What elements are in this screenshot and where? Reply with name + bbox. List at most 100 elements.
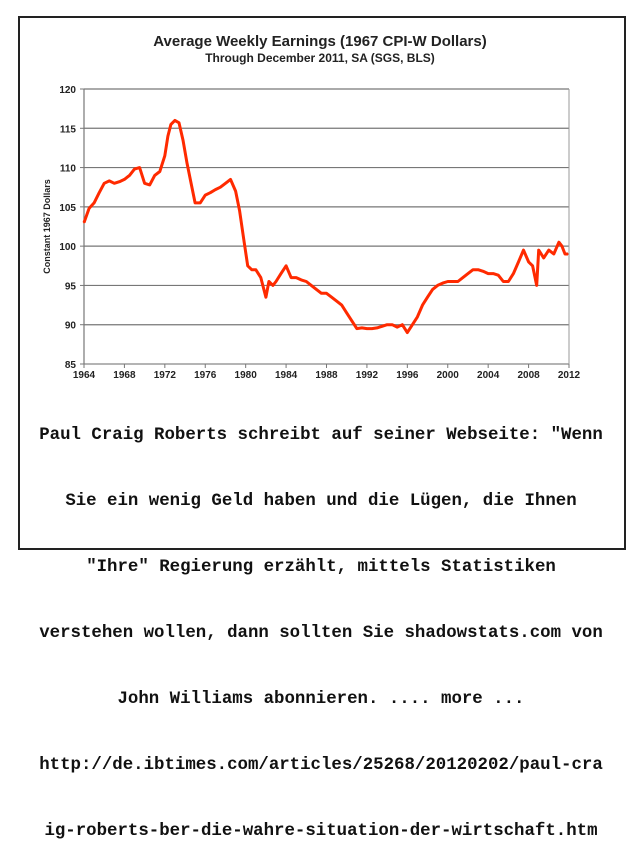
- y-tick-label: 95: [65, 281, 77, 292]
- data-point: [436, 284, 439, 287]
- data-point: [128, 174, 131, 177]
- data-point: [431, 288, 434, 291]
- x-tick-label: 1996: [396, 370, 419, 381]
- x-tick-label: 1980: [235, 370, 258, 381]
- data-point: [325, 292, 328, 295]
- x-tick-label: 2008: [517, 370, 540, 381]
- data-point: [103, 182, 106, 185]
- data-point: [462, 276, 464, 279]
- data-point: [527, 261, 530, 263]
- data-point: [300, 279, 303, 281]
- data-point: [315, 288, 318, 291]
- data-point: [246, 264, 249, 267]
- data-point: [174, 119, 176, 122]
- data-point: [280, 272, 282, 275]
- data-point: [416, 316, 419, 318]
- data-point: [268, 280, 270, 283]
- data-point: [178, 121, 180, 124]
- data-point: [242, 237, 245, 240]
- data-point: [531, 264, 534, 267]
- data-point: [153, 174, 156, 177]
- data-point: [305, 280, 308, 283]
- data-point: [421, 304, 424, 306]
- data-point: [371, 327, 373, 330]
- data-point: [477, 268, 479, 271]
- caption-line: "Ihre" Regierung erzählt, mittels Statis…: [86, 558, 556, 577]
- data-point: [366, 327, 368, 330]
- data-point: [553, 253, 555, 255]
- data-point: [229, 178, 232, 181]
- x-tick-label: 1984: [275, 370, 298, 381]
- data-point: [472, 268, 474, 271]
- y-tick-label: 100: [59, 242, 76, 253]
- data-point: [265, 296, 267, 299]
- data-point: [391, 323, 393, 326]
- caption-text: Paul Craig Roberts schreibt auf seiner W…: [20, 381, 622, 865]
- data-point: [567, 253, 569, 255]
- data-point: [88, 207, 90, 210]
- data-point: [411, 323, 414, 326]
- y-tick-label: 105: [59, 203, 76, 214]
- data-point: [219, 186, 222, 189]
- x-tick-label: 2000: [437, 370, 460, 381]
- data-point: [250, 268, 253, 271]
- y-tick-label: 85: [65, 360, 77, 371]
- data-point: [356, 327, 358, 330]
- data-point: [254, 268, 257, 271]
- data-point: [209, 191, 212, 194]
- caption-link[interactable]: ig-roberts-ber-die-wahre-situation-der-w…: [44, 822, 598, 841]
- data-point: [376, 327, 378, 329]
- x-tick-label: 1976: [194, 370, 217, 381]
- y-tick-label: 110: [60, 164, 77, 175]
- x-tick-label: 1972: [154, 370, 177, 381]
- data-point: [98, 191, 100, 194]
- data-point: [272, 284, 274, 287]
- x-tick-label: 2012: [558, 370, 581, 381]
- x-tick-label: 1992: [356, 370, 379, 381]
- data-point: [350, 319, 353, 322]
- data-point: [199, 202, 201, 204]
- data-point: [361, 327, 363, 329]
- chart-title: Average Weekly Earnings (1967 CPI-W Doll…: [153, 33, 487, 50]
- data-point: [190, 182, 192, 185]
- data-point: [537, 249, 540, 251]
- data-point: [386, 323, 388, 326]
- data-point: [497, 274, 500, 277]
- data-point: [224, 182, 227, 185]
- caption-line: Sie ein wenig Geld haben und die Lügen, …: [65, 492, 577, 511]
- y-tick-label: 115: [60, 124, 77, 135]
- data-point: [522, 249, 525, 251]
- data-point: [406, 331, 409, 334]
- data-point: [194, 202, 196, 204]
- data-point: [143, 182, 146, 185]
- data-point: [340, 304, 343, 306]
- data-point: [123, 178, 126, 181]
- y-axis-label: Constant 1967 Dollars: [42, 179, 52, 274]
- caption-line: Paul Craig Roberts schreibt auf seiner W…: [39, 426, 603, 445]
- data-point: [330, 296, 333, 299]
- data-point: [238, 209, 241, 212]
- data-point: [148, 184, 151, 186]
- data-point: [482, 270, 484, 273]
- data-point: [234, 190, 237, 192]
- data-point: [441, 282, 444, 284]
- series-line: [82, 118, 568, 335]
- data-point: [335, 300, 338, 302]
- data-point: [204, 194, 207, 196]
- data-point: [118, 180, 121, 183]
- data-point: [507, 280, 510, 283]
- data-point: [320, 292, 323, 295]
- figure-frame: [18, 16, 626, 550]
- data-point: [381, 325, 383, 328]
- data-point: [452, 280, 454, 283]
- x-tick-label: 1964: [73, 370, 96, 381]
- data-point: [512, 272, 515, 275]
- data-point: [457, 280, 459, 283]
- caption-link[interactable]: http://de.ibtimes.com/articles/25268/201…: [39, 756, 603, 775]
- data-point: [345, 312, 348, 314]
- caption-line: John Williams abonnieren. .... more ...: [117, 690, 525, 709]
- y-tick-label: 120: [59, 85, 76, 96]
- data-point: [401, 323, 404, 326]
- data-point: [535, 284, 538, 287]
- data-point: [517, 261, 520, 263]
